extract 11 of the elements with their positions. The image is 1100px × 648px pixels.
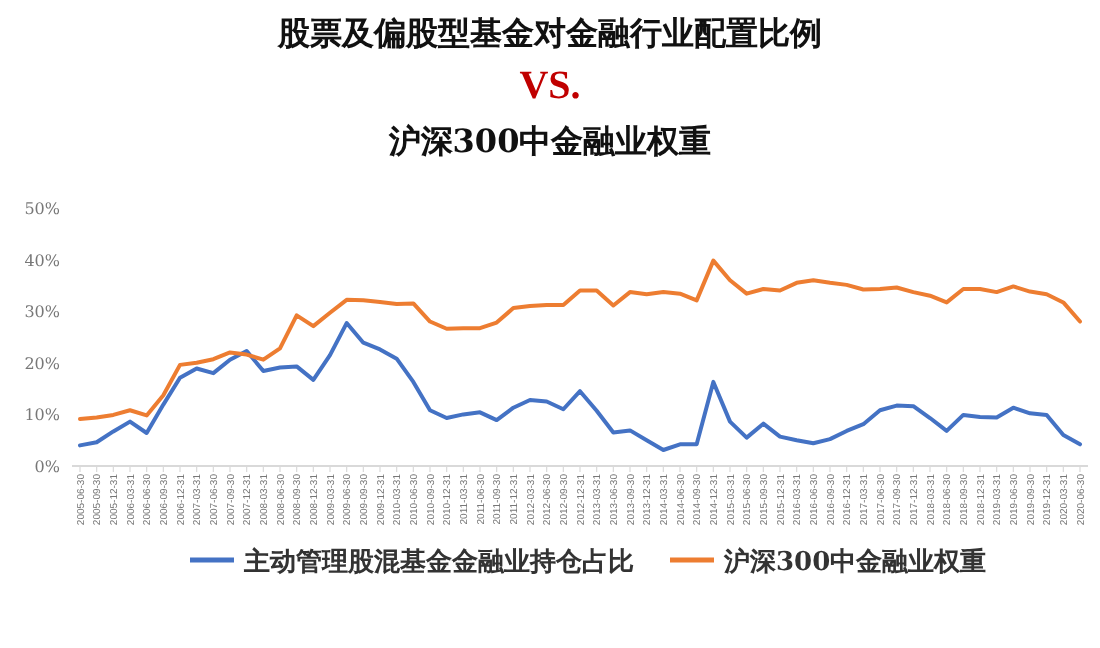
y-tick-label: 20% xyxy=(24,354,61,373)
legend-label: 沪深300中金融业权重 xyxy=(722,546,987,578)
y-tick-label: 50% xyxy=(24,200,61,218)
y-tick-label: 10% xyxy=(24,406,61,425)
y-tick-label: 40% xyxy=(24,251,61,270)
y-tick-label: 30% xyxy=(24,303,61,322)
legend-label: 主动管理股混基金金融业持仓占比 xyxy=(242,546,634,578)
chart-title: 股票及偏股型基金对金融行业配置比例 VS. 沪深300中金融业权重 xyxy=(276,14,822,160)
line-series xyxy=(78,258,1082,422)
line-series xyxy=(78,321,1082,452)
y-tick-label: 0% xyxy=(34,458,61,476)
